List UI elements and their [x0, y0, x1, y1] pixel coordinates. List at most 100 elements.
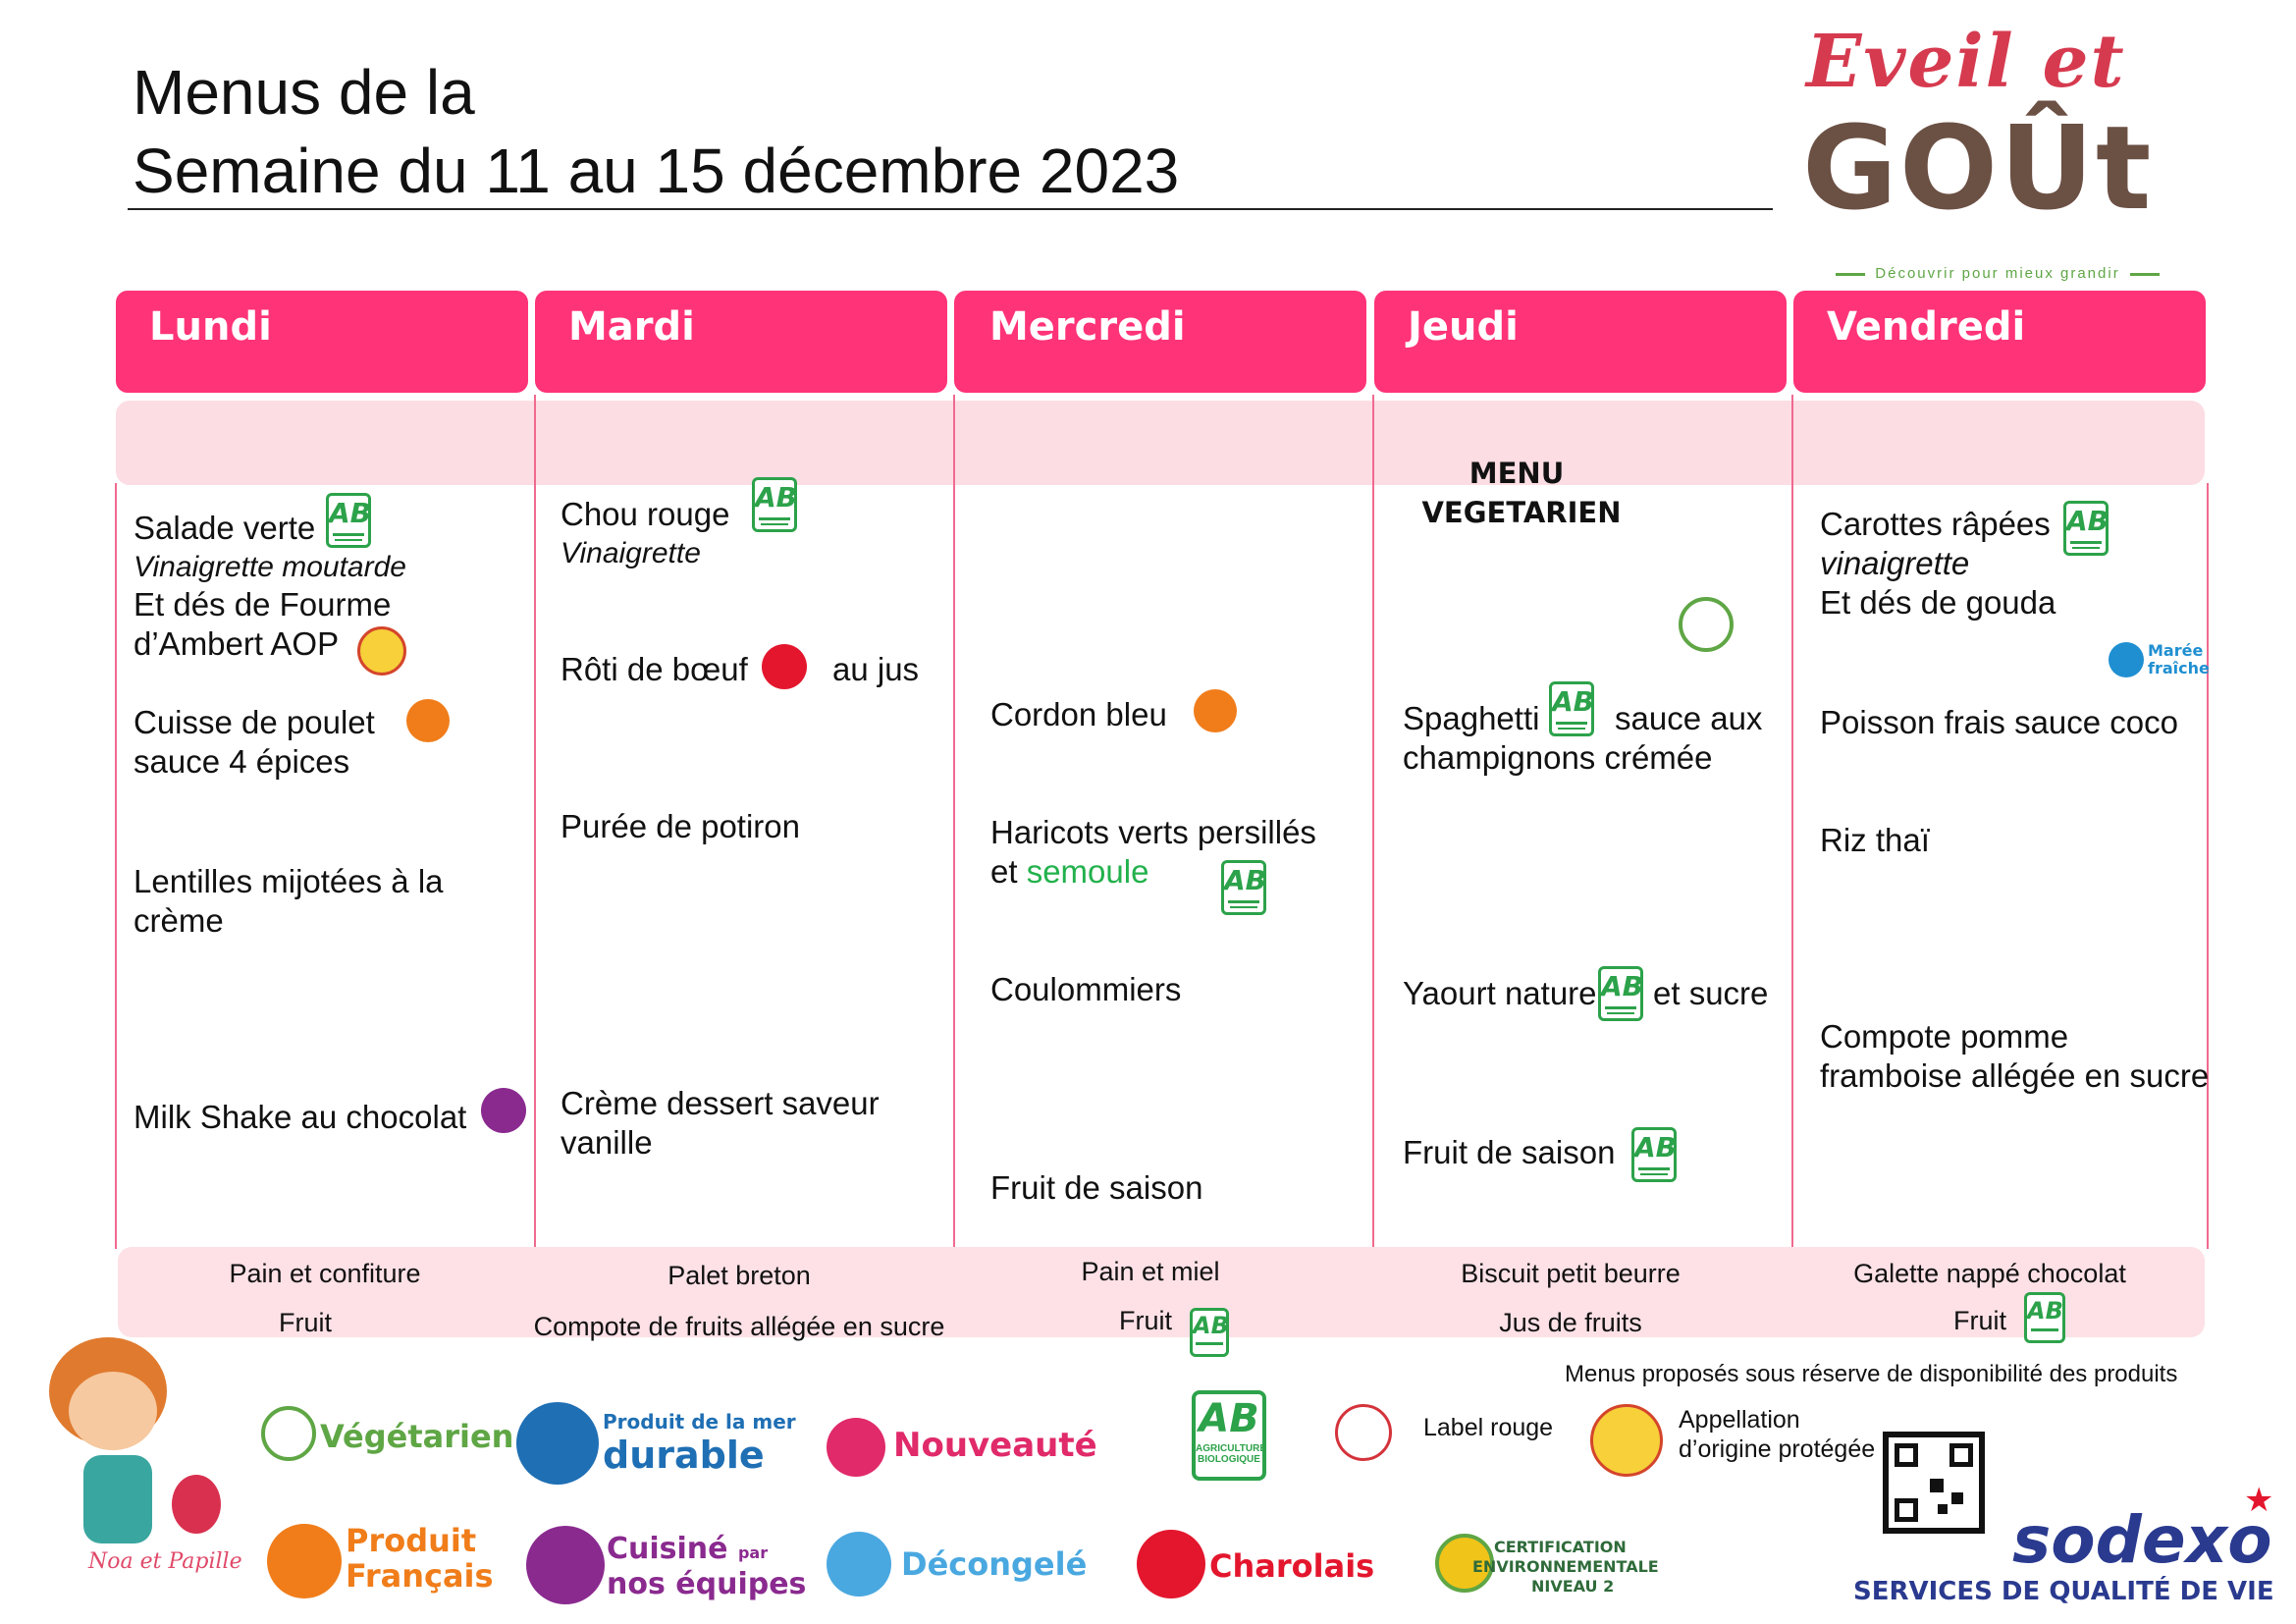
vegetarian-menu-title: MENU — [1468, 457, 1565, 490]
vegetarien-icon — [261, 1406, 316, 1461]
vendredi-side: Riz thaï — [1820, 822, 1930, 858]
page-title: Semaine du 11 au 15 décembre 2023 — [133, 135, 1180, 206]
ab-organic-icon: AB — [1631, 1127, 1677, 1182]
produit-francais-icon — [406, 699, 450, 742]
snack-jeudi-2: Jus de fruits — [1499, 1308, 1642, 1337]
jeudi-dessert: Fruit de saison — [1403, 1134, 1616, 1170]
day-tab-lundi: Lundi — [116, 291, 528, 393]
label-rouge-icon — [1335, 1404, 1392, 1461]
legend-environnementale: ENVIRONNEMENTALE — [1472, 1557, 1659, 1576]
snack-vendredi-2: Fruit — [1953, 1306, 2006, 1335]
lundi-dressing: Vinaigrette moutarde — [133, 551, 406, 583]
snack-jeudi: Biscuit petit beurre — [1461, 1259, 1681, 1288]
qr-code — [1883, 1432, 1985, 1534]
mardi-dessert-2: vanille — [561, 1124, 653, 1161]
legend-aop-2: d’origine protégée — [1679, 1435, 1876, 1463]
day-tab-mercredi: Mercredi — [954, 291, 1366, 393]
column-divider — [1372, 395, 1374, 1298]
cuisine-maison-icon — [481, 1088, 526, 1133]
aop-icon — [357, 626, 406, 676]
jeudi-dairy: Yaourt nature — [1403, 975, 1597, 1011]
legend-francais: Français — [346, 1557, 494, 1595]
legend-produit-mer: Produit de la mer — [603, 1410, 796, 1434]
mardi-main: Rôti de bœuf — [561, 651, 748, 687]
sodexo-tagline: SERVICES DE QUALITÉ DE VIE — [1853, 1577, 2274, 1606]
lundi-main-2: sauce 4 épices — [133, 743, 350, 780]
disclaimer: Menus proposés sous réserve de disponibi… — [1565, 1361, 2178, 1387]
lundi-starter: Salade verte — [133, 510, 316, 546]
ab-organic-icon: AB — [752, 477, 797, 532]
mascot-caption: Noa et Papille — [88, 1549, 242, 1574]
snack-mercredi: Pain et miel — [1081, 1257, 1220, 1286]
logo-eveil: Eveil et — [1806, 20, 2126, 104]
legend-nouveaute: Nouveauté — [893, 1426, 1097, 1465]
ab-organic-icon: AB AGRICULTURE BIOLOGIQUE — [1192, 1390, 1266, 1481]
snack-lundi-2: Fruit — [279, 1308, 332, 1337]
day-tab-jeudi: Jeudi — [1374, 291, 1787, 393]
snack-lundi: Pain et confiture — [229, 1259, 421, 1288]
mercredi-main: Cordon bleu — [990, 696, 1167, 732]
mercredi-side-2: et semoule — [990, 853, 1149, 890]
ab-organic-icon: AB — [1221, 860, 1266, 915]
lundi-starter-extra-2: d’Ambert AOP — [133, 625, 340, 662]
vegetarien-icon — [1679, 597, 1734, 652]
snack-band — [118, 1247, 2205, 1337]
legend-vegetarien: Végétarien — [320, 1418, 514, 1455]
mardi-dressing: Vinaigrette — [561, 537, 701, 569]
mardi-starter: Chou rouge — [561, 496, 730, 532]
snack-vendredi: Galette nappé chocolat — [1853, 1259, 2126, 1288]
lundi-side-2: crème — [133, 902, 224, 939]
legend-produit: Produit — [346, 1522, 477, 1559]
ab-organic-icon: AB — [1598, 966, 1643, 1021]
ab-organic-icon: AB — [2024, 1292, 2065, 1343]
starter-band — [116, 401, 2205, 485]
maree-fraiche-label: Marée fraîche — [2148, 641, 2210, 677]
jeudi-dairy-suffix: et sucre — [1653, 975, 1769, 1011]
logo-tagline: Découvrir pour mieux grandir — [1796, 265, 2199, 282]
jeudi-main-2: champignons crémée — [1403, 739, 1713, 776]
legend-cuisine: Cuisiné par — [607, 1532, 769, 1566]
jeudi-main-suffix: sauce aux — [1615, 700, 1763, 736]
charolais-icon — [762, 644, 807, 689]
cuisine-maison-icon — [526, 1526, 605, 1604]
nouveaute-icon — [827, 1418, 885, 1477]
vendredi-dessert-2: framboise allégée en sucre — [1820, 1057, 2210, 1094]
ab-organic-icon: AB — [1190, 1308, 1229, 1357]
legend-aop: Appellation — [1679, 1406, 1800, 1434]
mercredi-cheese: Coulommiers — [990, 971, 1182, 1007]
day-tab-vendredi: Vendredi — [1793, 291, 2206, 393]
sodexo-logo: sodexo — [2012, 1502, 2272, 1578]
legend-label-rouge: Label rouge — [1423, 1414, 1554, 1441]
legend-niveau: NIVEAU 2 — [1531, 1577, 1615, 1596]
mercredi-dessert: Fruit de saison — [990, 1169, 1203, 1206]
column-divider — [115, 483, 117, 1249]
legend-charolais: Charolais — [1209, 1547, 1375, 1585]
ab-organic-icon: AB — [2063, 501, 2109, 556]
column-divider — [2207, 483, 2209, 1249]
star-icon: ★ — [2244, 1482, 2274, 1519]
ab-organic-icon: AB — [326, 493, 371, 548]
aop-icon — [1590, 1404, 1663, 1477]
column-divider — [953, 395, 955, 1298]
legend-certification: CERTIFICATION — [1494, 1538, 1627, 1556]
legend-decongele: Décongelé — [901, 1545, 1088, 1583]
vendredi-dressing: vinaigrette — [1820, 545, 1970, 581]
snack-mercredi-2: Fruit — [1119, 1306, 1172, 1335]
jeudi-main: Spaghetti — [1403, 700, 1540, 736]
lundi-main: Cuisse de poulet — [133, 704, 375, 740]
vendredi-starter-extra: Et dés de gouda — [1820, 584, 2056, 621]
snack-mardi: Palet breton — [667, 1261, 811, 1290]
mercredi-semoule: semoule — [1026, 853, 1149, 890]
day-tab-mardi: Mardi — [535, 291, 947, 393]
produit-mer-durable-icon — [516, 1402, 599, 1485]
mardi-side: Purée de potiron — [561, 808, 801, 844]
ab-organic-icon: AB — [1549, 681, 1594, 736]
legend-durable: durable — [603, 1434, 765, 1477]
lundi-side: Lentilles mijotées à la — [133, 863, 444, 899]
mardi-main-suffix: au jus — [832, 651, 920, 687]
logo-gout: GOÛt — [1802, 100, 2154, 236]
vendredi-starter: Carottes râpées — [1820, 506, 2051, 542]
eveil-et-gout-logo: Eveil et GOÛt Découvrir pour mieux grand… — [1796, 20, 2199, 285]
mascot-illustration: Noa et Papille — [10, 1327, 245, 1583]
title-underline — [128, 208, 1773, 210]
